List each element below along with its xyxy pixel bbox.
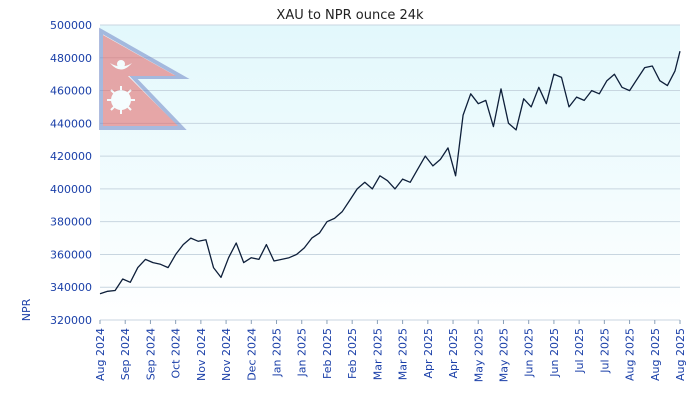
x-tick-label: Sep 2024 — [119, 328, 132, 380]
y-tick-label: 380000 — [50, 216, 92, 229]
x-tick-label: May 2025 — [472, 328, 485, 382]
x-tick-label: Dec 2024 — [245, 328, 258, 381]
plot-background — [100, 25, 680, 320]
series-line — [99, 51, 681, 295]
x-tick-label: Feb 2025 — [346, 328, 359, 379]
x-tick-label: Jul 2025 — [573, 328, 586, 374]
x-tick-label: May 2025 — [497, 328, 510, 382]
x-tick-label: Aug 2024 — [94, 328, 107, 381]
y-tick-label: 500000 — [50, 19, 92, 32]
x-tick-label: Jul 2025 — [598, 328, 611, 374]
y-tick-label: 460000 — [50, 85, 92, 98]
y-tick-label: 360000 — [50, 248, 92, 261]
x-tick-label: Nov 2024 — [195, 328, 208, 381]
y-tick-label: 340000 — [50, 281, 92, 294]
x-tick-label: Oct 2024 — [170, 328, 183, 379]
x-tick-label: Apr 2025 — [422, 328, 435, 379]
chart-title: XAU to NPR ounce 24k — [276, 8, 424, 23]
x-tick-label: Nov 2024 — [220, 328, 233, 381]
x-tick-label: Jun 2025 — [523, 328, 536, 378]
y-tick-label: 400000 — [50, 183, 92, 196]
y-axis-label: NPR — [20, 298, 33, 321]
y-tick-label: 320000 — [50, 314, 92, 327]
x-tick-label: Sep 2024 — [144, 328, 157, 380]
y-tick-label: 480000 — [50, 52, 92, 65]
x-tick-label: Mar 2025 — [397, 328, 410, 380]
x-tick-label: Jun 2025 — [548, 328, 561, 378]
x-tick-label: Aug 2025 — [624, 328, 637, 381]
x-tick-label: Aug 2025 — [649, 328, 662, 381]
y-tick-label: 420000 — [50, 150, 92, 163]
x-tick-label: Apr 2025 — [447, 328, 460, 379]
x-tick-label: Feb 2025 — [321, 328, 334, 379]
x-tick-label: Mar 2025 — [371, 328, 384, 380]
x-tick-label: Aug 2025 — [674, 328, 687, 381]
x-tick-label: Jan 2025 — [271, 328, 284, 377]
nepal-flag — [99, 27, 190, 130]
x-tick-label: Jan 2025 — [296, 328, 309, 377]
y-tick-label: 440000 — [50, 117, 92, 130]
